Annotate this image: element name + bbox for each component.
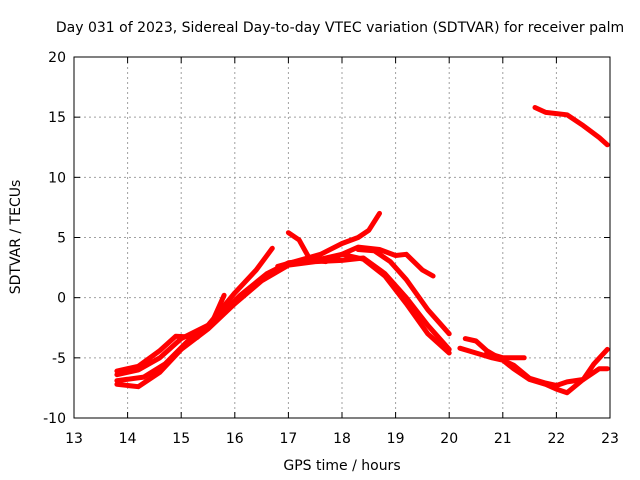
series-track-j	[484, 350, 527, 361]
series-track-i	[457, 345, 610, 396]
x-tick-label: 14	[119, 431, 137, 447]
y-tick-label: 5	[57, 231, 66, 247]
chart-title: Day 031 of 2023, Sidereal Day-to-day VTE…	[56, 20, 624, 36]
x-tick-label: 20	[440, 431, 458, 447]
series-track-c	[114, 245, 275, 378]
series-track-g	[355, 247, 452, 337]
series-track-f	[275, 210, 382, 269]
x-tick-label: 18	[333, 431, 351, 447]
x-tick-label: 22	[547, 431, 565, 447]
x-tick-label: 19	[387, 431, 405, 447]
x-axis-label: GPS time / hours	[283, 458, 400, 474]
grid-lines	[74, 57, 610, 418]
x-tick-label: 21	[494, 431, 512, 447]
series-track-d	[114, 292, 227, 374]
y-tick-label: -5	[52, 351, 66, 367]
x-tick-label: 16	[226, 431, 244, 447]
series-track-e	[285, 230, 436, 279]
x-tick-label: 13	[65, 431, 83, 447]
tick-labels: 13 14 15 16 17 18 19 20 21 22 23 -10 -5 0 5 10 15 20	[43, 50, 619, 447]
series-track-k	[532, 105, 610, 148]
y-tick-label: 0	[57, 291, 66, 307]
y-tick-label: -10	[43, 411, 66, 427]
y-axis-label: SDTVAR / TECUs	[8, 180, 24, 295]
x-tick-label: 17	[279, 431, 297, 447]
plot-area	[114, 105, 610, 396]
series-track-a	[114, 255, 452, 390]
plot-frame	[73, 56, 611, 419]
y-tick-label: 20	[48, 50, 66, 66]
x-tick-label: 15	[172, 431, 190, 447]
y-tick-label: 10	[48, 170, 66, 186]
x-tick-label: 23	[601, 431, 619, 447]
y-tick-label: 15	[48, 110, 66, 126]
